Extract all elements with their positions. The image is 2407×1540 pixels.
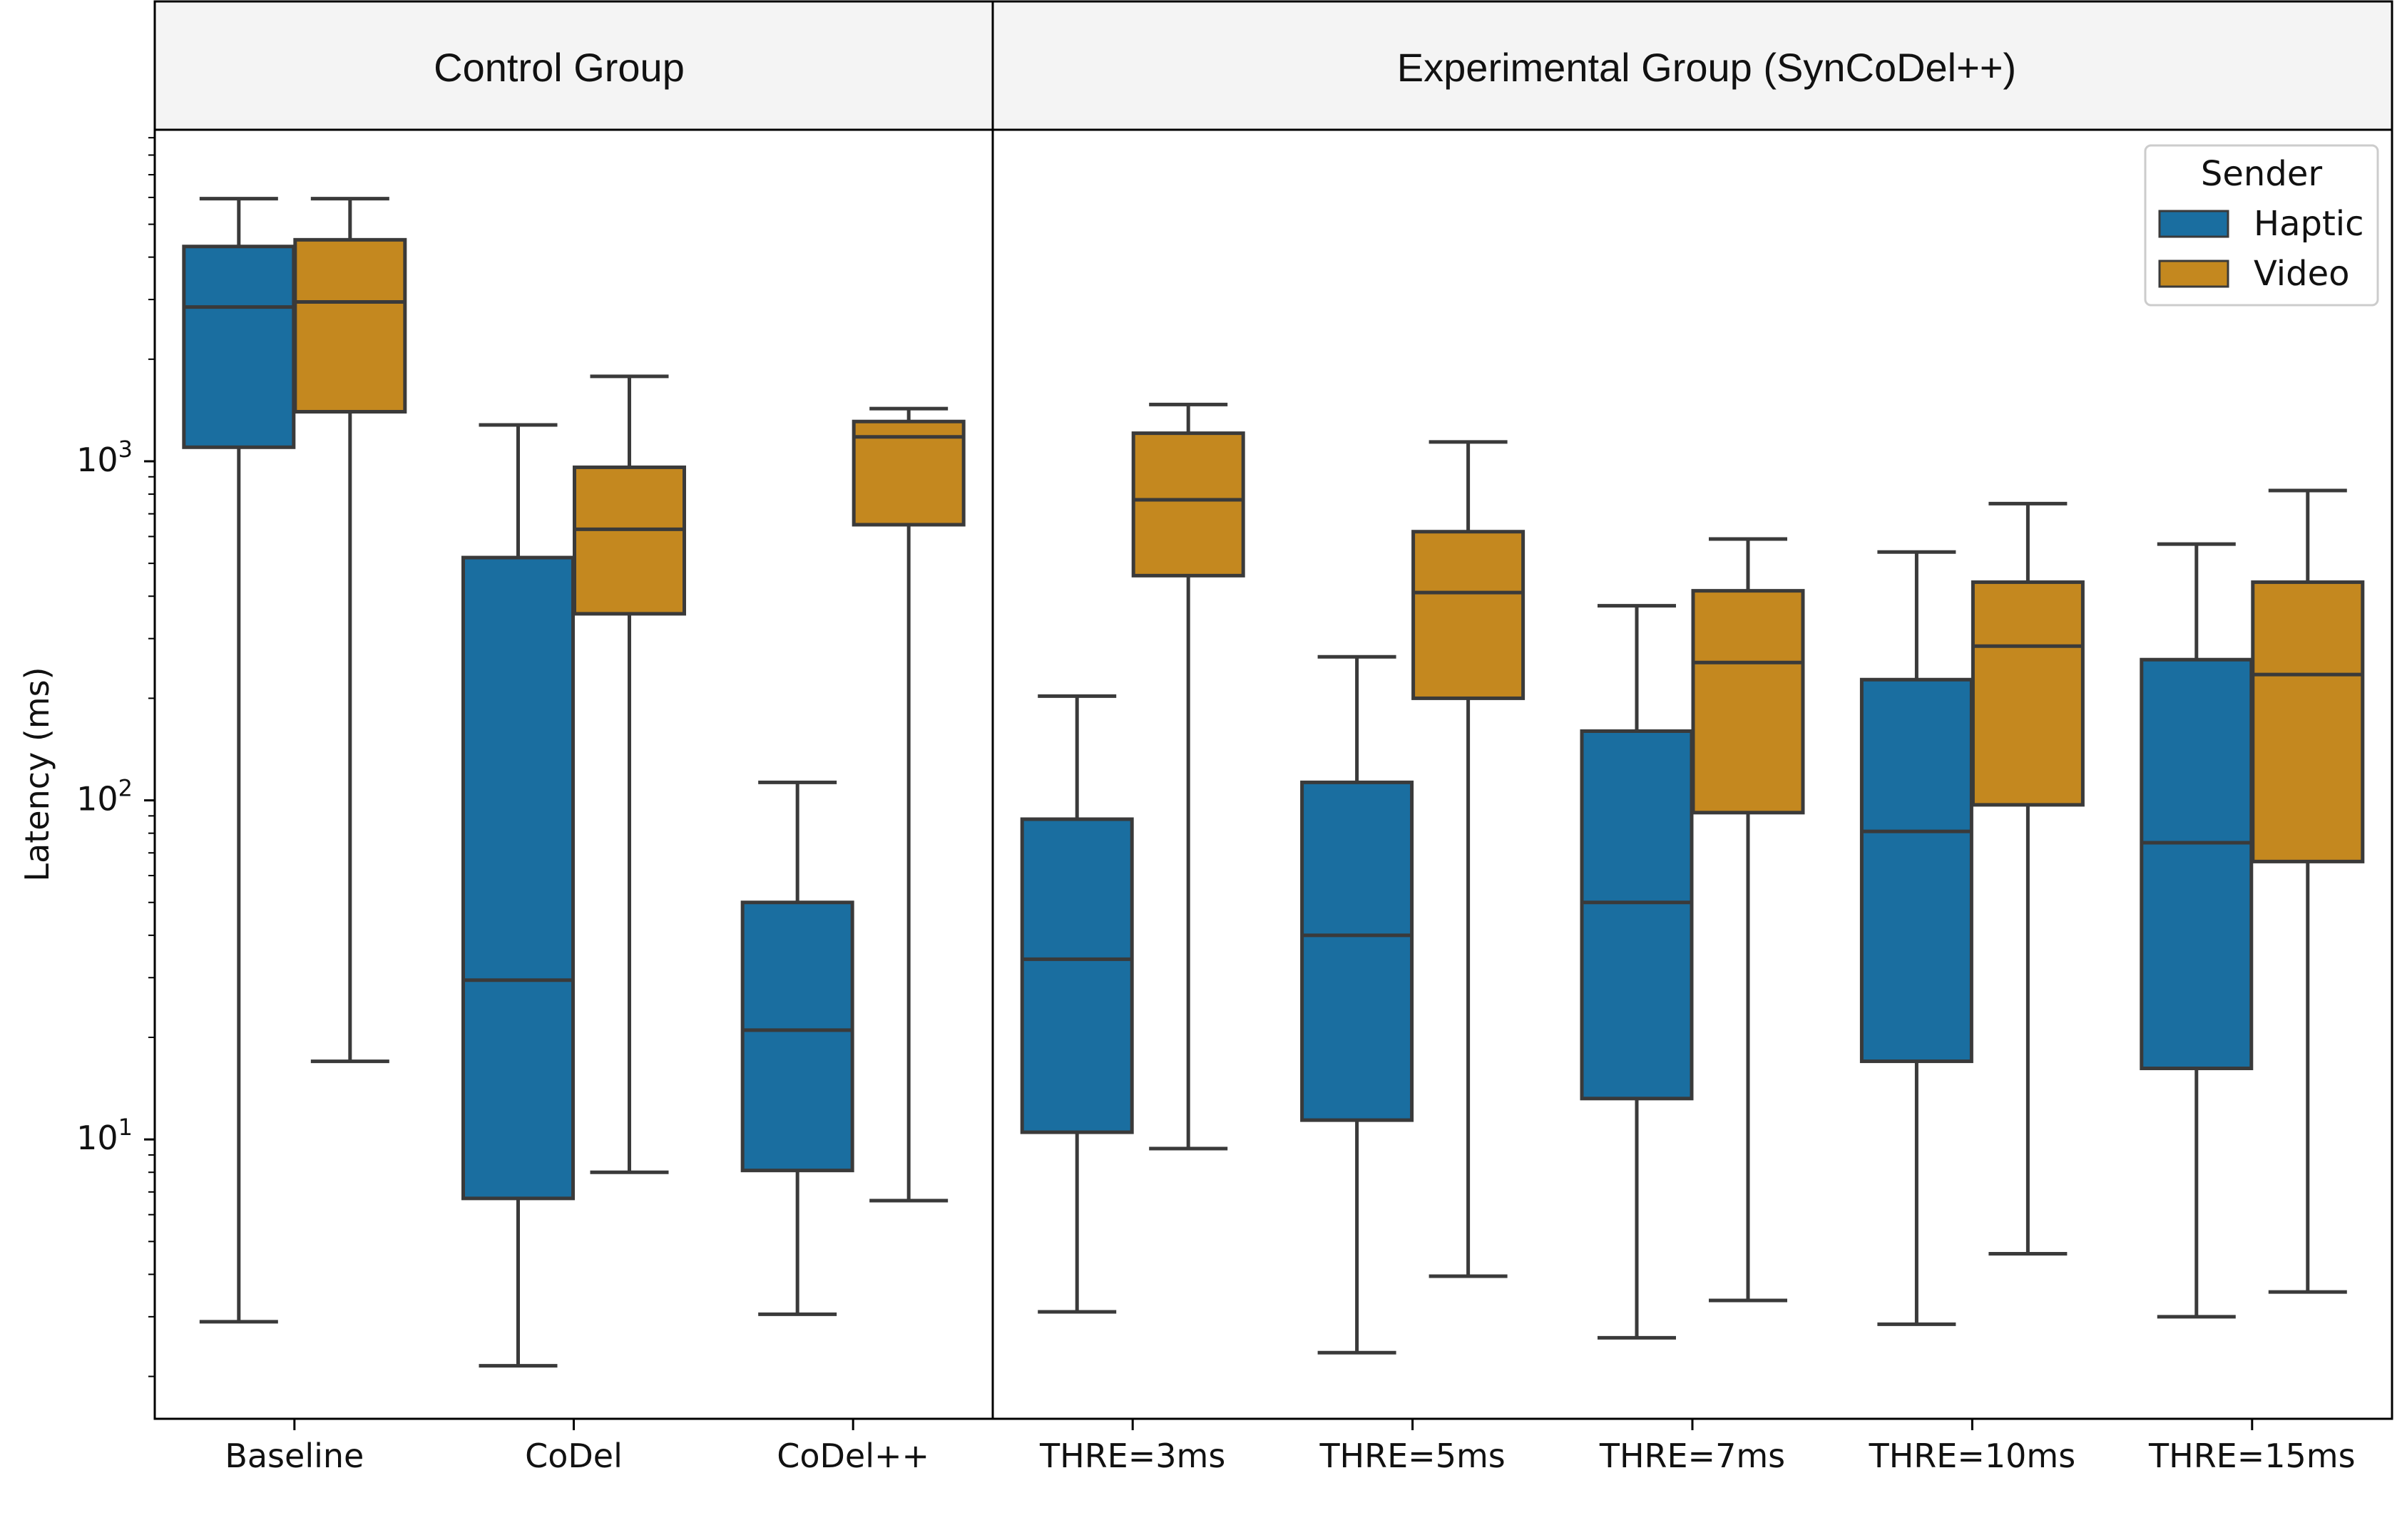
box-video-thre-10ms (1971, 501, 2085, 1256)
box-haptic-thre-15ms (2140, 542, 2254, 1319)
y-tick-exponent: 1 (118, 1114, 133, 1141)
box-video-thre-7ms (1691, 537, 1805, 1303)
iqr-box-haptic-thre-3ms (1020, 817, 1134, 1134)
box-video-thre-15ms (2251, 488, 2365, 1294)
x-tick-label-thre-3ms: THRE=3ms (1039, 1437, 1225, 1475)
y-tick-label: 102 (76, 775, 133, 818)
iqr-box-video-thre-5ms (1411, 530, 1526, 700)
box-haptic-codel (740, 780, 854, 1316)
legend-swatch-video (2158, 260, 2229, 288)
control-group-title: Control Group (434, 45, 685, 90)
x-tick-label-codel: CoDel++ (777, 1437, 929, 1475)
box-haptic-thre-5ms (1300, 654, 1414, 1355)
box-haptic-codel (461, 423, 575, 1368)
box-haptic-thre-7ms (1580, 604, 1694, 1340)
x-tick-label-thre-7ms: THRE=7ms (1599, 1437, 1785, 1475)
x-tick-label-baseline: Baseline (225, 1437, 364, 1475)
legend-swatch-haptic (2158, 210, 2229, 238)
box-haptic-thre-3ms (1020, 694, 1134, 1314)
iqr-box-video-thre-10ms (1971, 580, 2085, 807)
y-axis-title: Latency (ms) (18, 667, 56, 881)
y-tick-exponent: 3 (118, 436, 133, 463)
iqr-box-haptic-thre-15ms (2140, 657, 2254, 1071)
x-tick-label-codel: CoDel (525, 1437, 623, 1475)
legend-label-video: Video (2254, 254, 2349, 294)
legend-label-haptic: Haptic (2254, 204, 2364, 244)
box-video-thre-3ms (1131, 402, 1245, 1151)
iqr-box-video-codel (852, 419, 966, 527)
box-elements (182, 197, 2365, 1368)
experimental-group-title: Experimental Group (SynCoDel++) (1397, 45, 2016, 90)
legend: Sender Haptic Video (2144, 144, 2379, 307)
experimental-group-header (991, 0, 2393, 131)
y-tick-base: 10 (76, 1119, 118, 1157)
box-video-baseline (293, 197, 407, 1064)
iqr-box-video-codel (573, 465, 686, 616)
iqr-box-video-thre-7ms (1691, 589, 1805, 815)
iqr-box-video-baseline (293, 237, 407, 414)
iqr-box-haptic-codel (461, 555, 575, 1201)
box-video-thre-5ms (1411, 440, 1526, 1278)
iqr-box-haptic-thre-10ms (1859, 677, 1973, 1064)
iqr-box-video-thre-15ms (2251, 580, 2365, 863)
legend-title: Sender (2201, 154, 2322, 194)
control-group-header (153, 0, 994, 131)
iqr-box-video-thre-3ms (1131, 431, 1245, 578)
y-tick-base: 10 (76, 441, 118, 479)
x-tick-label-thre-10ms: THRE=10ms (1869, 1437, 2076, 1475)
x-tick-label-thre-5ms: THRE=5ms (1319, 1437, 1505, 1475)
iqr-box-haptic-thre-5ms (1300, 780, 1414, 1122)
y-tick-label: 103 (76, 436, 133, 479)
box-haptic-thre-10ms (1859, 550, 1973, 1326)
iqr-box-haptic-baseline (182, 245, 296, 449)
box-video-codel (573, 374, 686, 1174)
box-video-codel (852, 406, 966, 1203)
y-tick-exponent: 2 (118, 775, 133, 802)
iqr-box-haptic-codel (740, 900, 854, 1173)
iqr-box-haptic-thre-7ms (1580, 729, 1694, 1101)
y-tick-base: 10 (76, 780, 118, 818)
x-tick-label-thre-15ms: THRE=15ms (2148, 1437, 2356, 1475)
y-tick-label: 101 (76, 1114, 133, 1157)
